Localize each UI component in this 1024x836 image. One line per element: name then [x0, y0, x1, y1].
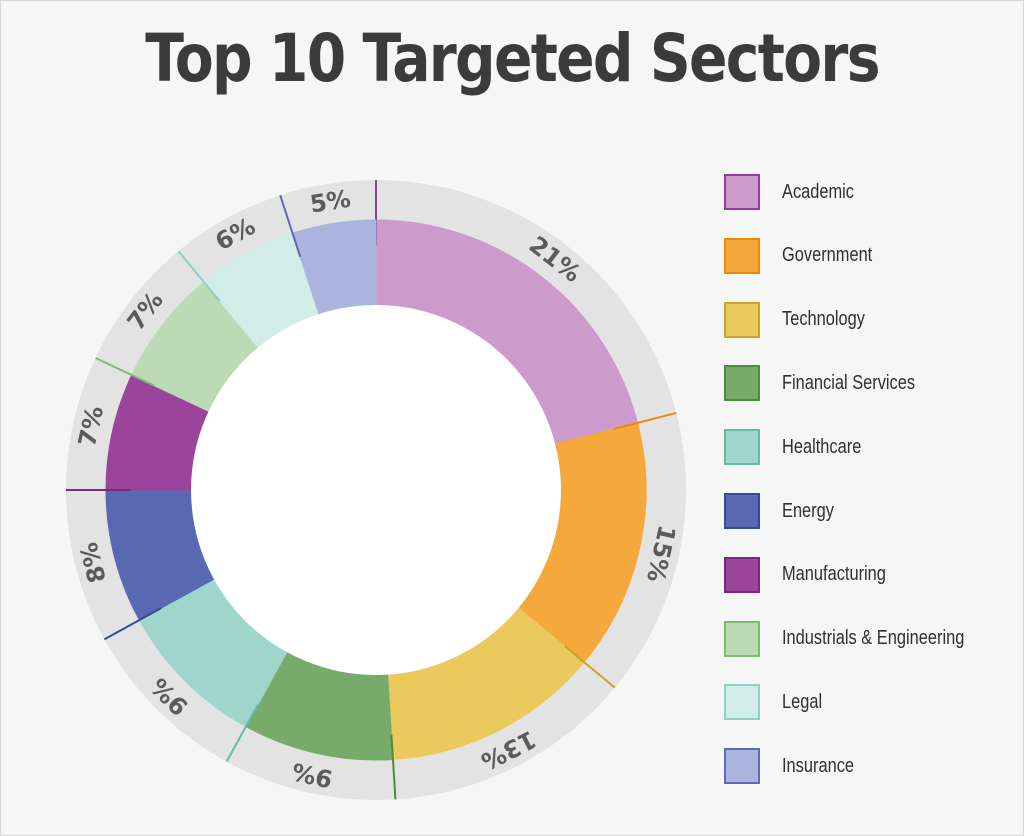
- legend-item: Government: [724, 236, 1014, 276]
- legend-swatch: [724, 429, 760, 466]
- legend-label: Industrials & Engineering: [782, 627, 965, 650]
- legend-label: Government: [782, 244, 873, 267]
- legend-swatch: [724, 301, 760, 338]
- slice-divider: [177, 250, 221, 302]
- legend-swatch: [724, 174, 760, 210]
- legend-item: Legal: [724, 682, 1014, 722]
- legend-label: Financial Services: [782, 371, 916, 394]
- legend-label: Insurance: [782, 754, 855, 777]
- slice-divider: [103, 607, 162, 641]
- chart-title: Top 10 Targeted Sectors: [145, 20, 880, 97]
- legend-item: Industrials & Engineering: [724, 619, 1014, 659]
- donut-hole: [191, 305, 561, 675]
- slice-divider: [95, 357, 155, 387]
- legend-label: Academic: [782, 180, 855, 203]
- legend-item: Insurance: [724, 746, 1014, 786]
- slice-divider: [225, 704, 259, 763]
- legend-swatch: [724, 365, 760, 402]
- legend-label: Manufacturing: [782, 563, 886, 586]
- legend-label: Energy: [782, 499, 834, 522]
- legend-item: Financial Services: [724, 363, 1014, 403]
- legend-item: Manufacturing: [724, 555, 1014, 595]
- legend-swatch: [724, 237, 760, 274]
- slice-divider: [390, 734, 397, 800]
- legend-swatch: [724, 556, 760, 593]
- legend-label: Healthcare: [782, 435, 862, 458]
- slice-divider: [564, 645, 616, 689]
- slice-label: 5%: [308, 185, 353, 219]
- slice-divider: [279, 194, 302, 258]
- legend-item: Energy: [724, 491, 1014, 531]
- legend-label: Technology: [782, 308, 865, 331]
- legend-swatch: [724, 684, 760, 721]
- legend-swatch: [724, 748, 760, 785]
- legend-swatch: [724, 620, 760, 657]
- legend-swatch: [724, 493, 760, 529]
- legend-item: Academic: [724, 172, 1014, 212]
- legend-item: Technology: [724, 300, 1014, 340]
- slice-divider: [613, 411, 677, 431]
- legend-label: Legal: [782, 690, 823, 713]
- legend-item: Healthcare: [724, 427, 1014, 467]
